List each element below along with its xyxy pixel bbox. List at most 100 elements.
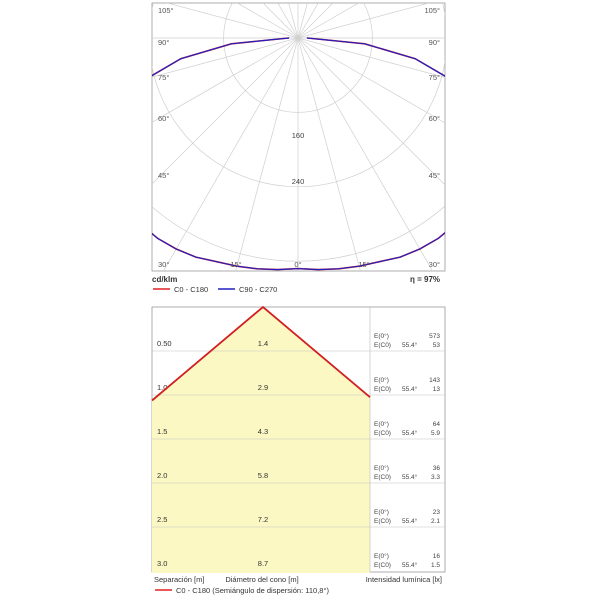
- angle-label-right-90: 90°: [429, 38, 440, 47]
- polar-point-c0-19: [317, 269, 319, 271]
- cone-row: 0.50 1.4 E(0°) E(C0) 55.4° 573 53: [152, 332, 445, 352]
- row-angle: 55.4°: [402, 429, 418, 437]
- row-ec0-label: E(C0): [374, 342, 391, 349]
- cone-edge-line: [151, 305, 371, 402]
- angle-label-right-75: 75°: [429, 73, 440, 82]
- polar-spoke-r15: [297, 37, 361, 271]
- polar-point-c0-18: [297, 268, 299, 270]
- polar-point-c90-10: [141, 224, 142, 225]
- polar-point-c90-8: [116, 190, 117, 191]
- row-ec0-value: 1.5: [431, 562, 440, 569]
- polar-legend: cd/klm η = 97% C0 - C180 C90 - C270: [152, 275, 440, 294]
- row-ec0-value: 5.9: [431, 430, 440, 437]
- row-separation: 2.5: [157, 515, 167, 524]
- row-diameter: 8.7: [258, 559, 268, 568]
- polar-point-c90-26: [454, 224, 455, 225]
- row-angle: 55.4°: [402, 517, 418, 525]
- polar-point-c90-32: [472, 101, 473, 102]
- row-separation: 1.5: [157, 427, 167, 436]
- cone-row: 2.0 5.8 E(0°) E(C0) 55.4° 36 3.3: [152, 464, 445, 484]
- angle-label-left-60: 60°: [158, 114, 169, 123]
- polar-grid: [152, 3, 445, 271]
- polar-point-c0-30: [489, 148, 490, 149]
- polar-point-c0-4: [123, 101, 124, 102]
- row-angle: 55.4°: [402, 473, 418, 481]
- row-e0-label: E(0°): [374, 464, 389, 472]
- row-diameter: 4.3: [258, 427, 268, 436]
- row-ec0-label: E(C0): [374, 562, 391, 569]
- row-separation: 3.0: [157, 559, 167, 568]
- polar-point-c0-28: [479, 190, 480, 191]
- polar-curves: [106, 37, 490, 271]
- polar-spoke-l75: [152, 37, 299, 78]
- cone-row: 1.5 4.3 E(0°) E(C0) 55.4° 64 5.9: [152, 420, 445, 440]
- row-diameter: 2.9: [258, 383, 268, 392]
- row-e0-label: E(0°): [374, 552, 389, 560]
- polar-point-c0-9: [126, 208, 127, 209]
- polar-spoke-l15: [235, 37, 299, 271]
- cone-fill: [152, 307, 370, 573]
- polar-point-c0-13: [195, 256, 197, 258]
- angle-label-left-90: 90°: [158, 38, 169, 47]
- polar-point-c0-8: [116, 190, 117, 191]
- column-label-separation: Separación [m]: [154, 575, 204, 584]
- polar-point-c90-6: [106, 148, 107, 149]
- polar-point-c0-21: [358, 265, 360, 267]
- cone-captions: Separación [m] Diámetro del cono [m] Int…: [154, 575, 442, 595]
- unit-label: cd/klm: [152, 275, 177, 284]
- polar-point-c0-36: [306, 37, 308, 39]
- row-e0-value: 143: [429, 377, 440, 384]
- polar-point-c0-31: [485, 125, 486, 126]
- polar-spoke-r105: [297, 3, 430, 39]
- polar-spoke-l30: [163, 37, 299, 271]
- angle-label-bottom-0: 0°: [294, 260, 301, 269]
- polar-point-c0-29: [486, 170, 487, 171]
- polar-spoke-r45: [297, 37, 445, 186]
- polar-point-c0-1: [230, 43, 232, 45]
- polar-point-c0-24: [419, 248, 421, 250]
- row-separation: 0.50: [157, 339, 172, 348]
- cone-table: 0.50 1.4 E(0°) E(C0) 55.4° 573 53 1.0 2.9 E(0°) E(…: [151, 305, 446, 573]
- polar-point-c0-32: [472, 101, 473, 102]
- polar-point-c90-9: [126, 208, 127, 209]
- row-ec0-label: E(C0): [374, 386, 391, 393]
- row-angle: 55.4°: [402, 385, 418, 393]
- polar-point-c0-14: [216, 261, 218, 263]
- polar-point-c0-3: [147, 78, 148, 79]
- polar-point-c90-30: [489, 148, 490, 149]
- angle-label-right-30: 30°: [429, 260, 440, 269]
- polar-point-c0-27: [468, 208, 469, 209]
- polar-frame: [151, 2, 446, 272]
- row-e0-value: 23: [433, 509, 441, 516]
- polar-point-c90-29: [486, 170, 487, 171]
- angle-label-left-45: 45°: [158, 171, 169, 180]
- polar-spoke-r60: [297, 37, 445, 124]
- row-e0-label: E(0°): [374, 420, 389, 428]
- cone-row: 3.0 8.7 E(0°) E(C0) 55.4° 16 1.5: [157, 552, 440, 569]
- polar-point-c0-26: [454, 224, 455, 225]
- legend-label-c90: C90 - C270: [239, 285, 277, 294]
- polar-point-c0-34: [414, 58, 416, 60]
- row-e0-value: 36: [433, 465, 441, 472]
- row-ec0-value: 13: [433, 386, 441, 393]
- polar-point-c0-10: [141, 224, 142, 225]
- radial-label-160: 160: [292, 131, 305, 140]
- polar-point-c0-35: [364, 43, 366, 45]
- cone-row: 2.5 7.2 E(0°) E(C0) 55.4° 23 2.1: [152, 508, 445, 528]
- row-e0-label: E(0°): [374, 332, 389, 340]
- polar-point-c0-7: [109, 170, 110, 171]
- row-e0-label: E(0°): [374, 508, 389, 516]
- row-diameter: 5.8: [258, 471, 268, 480]
- polar-point-c90-5: [110, 125, 111, 126]
- polar-point-c0-0: [288, 37, 290, 39]
- angle-label-bottom-15-left: 15°: [230, 260, 241, 269]
- row-e0-value: 573: [429, 333, 440, 340]
- polar-point-c0-16: [256, 268, 258, 270]
- polar-point-c90-28: [479, 190, 480, 191]
- row-e0-label: E(0°): [374, 376, 389, 384]
- polar-point-c0-17: [277, 269, 279, 271]
- polar-point-c0-33: [448, 78, 449, 79]
- row-angle: 55.4°: [402, 341, 418, 349]
- angle-label-left-75: 75°: [158, 73, 169, 82]
